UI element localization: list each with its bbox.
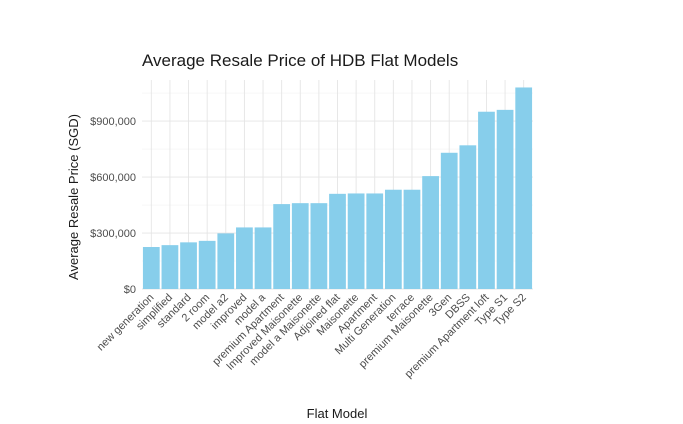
y-tick-label: $0 (124, 284, 136, 296)
bar (142, 247, 160, 289)
bar (329, 193, 346, 289)
bar (180, 242, 197, 289)
y-tick-label: $300,000 (90, 228, 136, 240)
bar (384, 189, 402, 289)
x-axis-title: Flat Model (307, 406, 368, 421)
bar (254, 227, 272, 289)
bar (459, 145, 477, 289)
y-tick-label: $600,000 (90, 172, 136, 184)
bar (496, 109, 514, 289)
bar (515, 87, 533, 289)
bar (198, 240, 216, 289)
bar (403, 189, 421, 289)
bars (142, 87, 533, 290)
bar (440, 152, 458, 289)
bar (347, 193, 365, 289)
y-tick-label: $900,000 (90, 116, 136, 128)
bar (236, 227, 253, 289)
y-axis-title: Average Resale Price (SGD) (66, 114, 81, 280)
y-tick-labels: $0 $300,000 $600,000 $900,000 (90, 116, 136, 296)
bar (366, 193, 384, 289)
bar (478, 111, 495, 290)
bar (161, 245, 179, 289)
bar (422, 176, 439, 289)
bar (310, 203, 328, 289)
bar (273, 204, 291, 289)
bar (217, 233, 235, 289)
bar (291, 203, 309, 289)
chart-title: Average Resale Price of HDB Flat Models (142, 51, 458, 70)
